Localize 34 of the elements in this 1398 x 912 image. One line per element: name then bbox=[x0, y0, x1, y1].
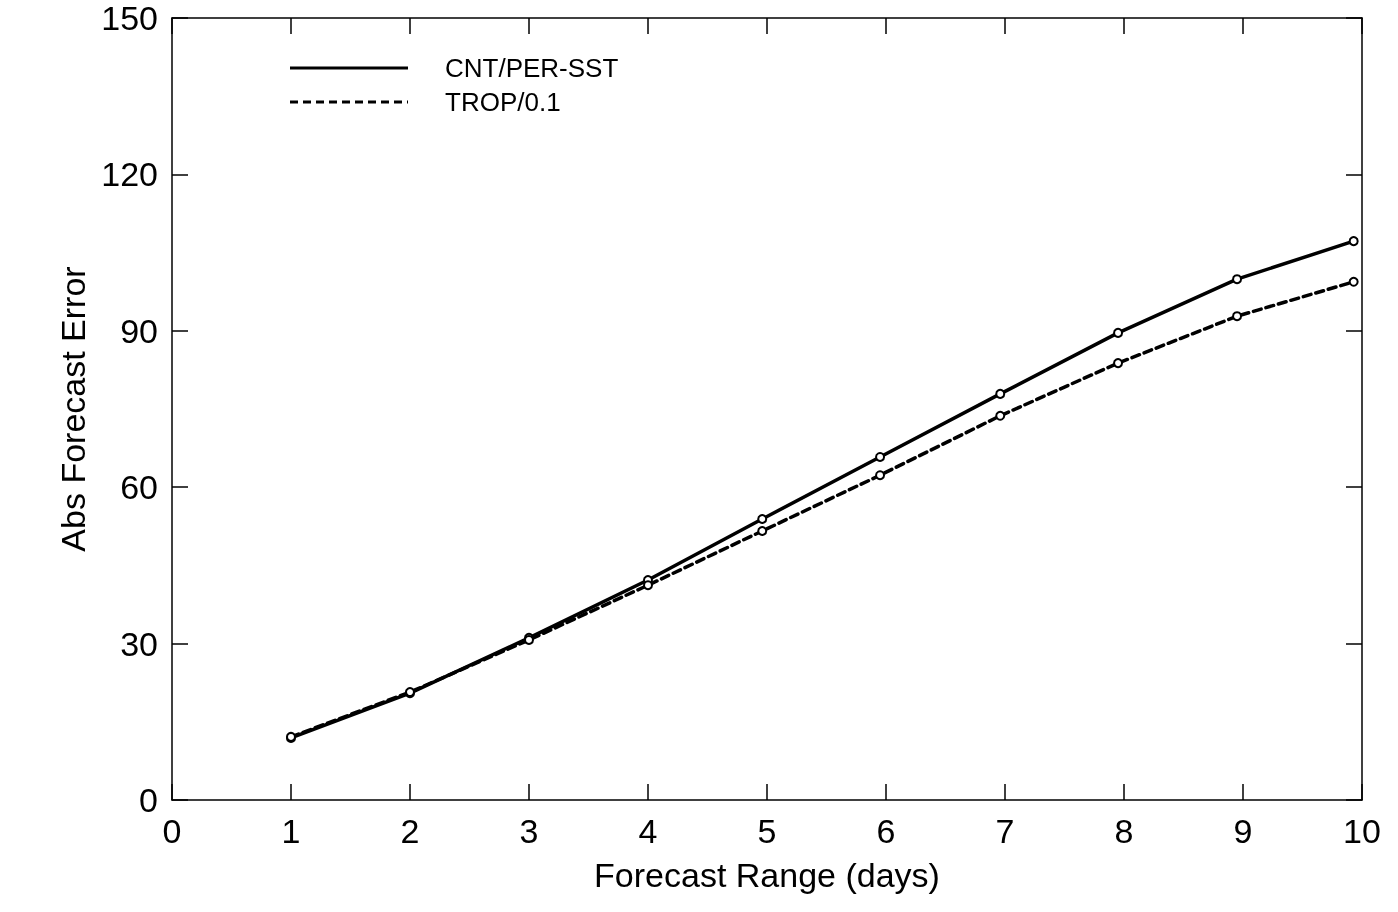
point bbox=[995, 388, 1006, 399]
y-tick-label: 150 bbox=[101, 0, 158, 37]
point bbox=[757, 514, 768, 524]
point bbox=[1232, 311, 1243, 322]
point bbox=[995, 410, 1006, 421]
x-tick-label: 0 bbox=[162, 812, 182, 850]
y-tick-label: 0 bbox=[139, 781, 158, 819]
y-tick-label: 90 bbox=[120, 311, 158, 350]
x-tick-label: 1 bbox=[281, 812, 301, 850]
x-tick-label: 6 bbox=[876, 812, 896, 850]
point bbox=[875, 451, 886, 462]
x-tick-label: 7 bbox=[995, 812, 1015, 850]
point bbox=[1232, 274, 1243, 285]
x-tick-label: 9 bbox=[1233, 812, 1253, 850]
point bbox=[757, 525, 768, 536]
x-tick-label: 3 bbox=[519, 812, 539, 850]
y-axis-title: Abs Forecast Error bbox=[54, 266, 93, 552]
x-tick-label: 2 bbox=[400, 812, 420, 850]
point bbox=[1113, 327, 1124, 338]
x-tick-label: 5 bbox=[757, 812, 777, 850]
point bbox=[1113, 358, 1124, 369]
point bbox=[875, 470, 886, 481]
x-axis-title: Forecast Range (days) bbox=[594, 856, 940, 894]
x-tick-label: 4 bbox=[638, 812, 658, 850]
x-tick-label: 8 bbox=[1114, 812, 1134, 850]
point bbox=[643, 580, 653, 591]
legend-label: TROP/0.1 bbox=[445, 87, 561, 117]
x-tick-label: 10 bbox=[1343, 812, 1381, 850]
y-tick-label: 30 bbox=[120, 624, 158, 663]
y-tick-label: 60 bbox=[120, 468, 158, 507]
y-tick-label: 120 bbox=[101, 155, 158, 194]
legend-label: CNT/PER-SST bbox=[445, 53, 619, 83]
point bbox=[1348, 236, 1359, 247]
point bbox=[1348, 276, 1359, 287]
